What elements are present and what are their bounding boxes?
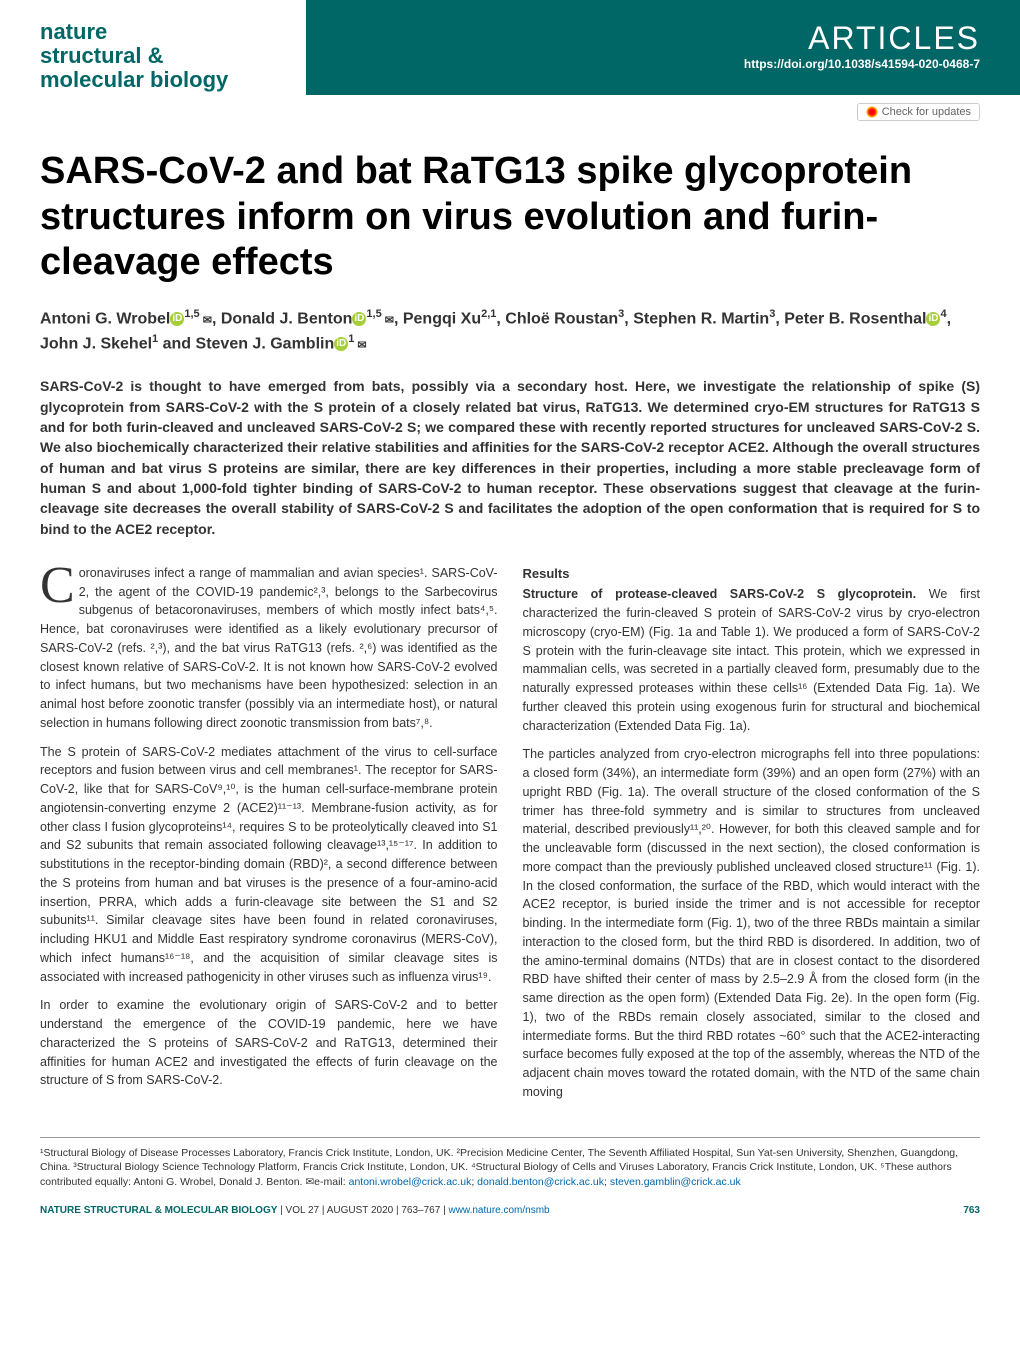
body-columns: Coronaviruses infect a range of mammalia…: [40, 564, 980, 1112]
check-updates-icon: [866, 106, 878, 118]
footer-journal: NATURE STRUCTURAL & MOLECULAR BIOLOGY: [40, 1205, 277, 1216]
author-affil: 1,5: [366, 308, 381, 320]
abstract: SARS-CoV-2 is thought to have emerged fr…: [40, 376, 980, 538]
author-name: Donald J. Benton: [221, 310, 353, 327]
envelope-icon: ✉: [200, 314, 212, 326]
author-name: Chloë Roustan: [505, 310, 618, 327]
body-paragraph: In order to examine the evolutionary ori…: [40, 996, 498, 1090]
body-paragraph: Coronaviruses infect a range of mammalia…: [40, 564, 498, 733]
author-name: Stephen R. Martin: [633, 310, 769, 327]
footer-left: NATURE STRUCTURAL & MOLECULAR BIOLOGY | …: [40, 1205, 550, 1216]
email-link[interactable]: steven.gamblin@crick.ac.uk: [610, 1176, 741, 1188]
header-bar: nature structural & molecular biology AR…: [0, 0, 1020, 95]
email-link[interactable]: antoni.wrobel@crick.ac.uk: [349, 1176, 472, 1188]
right-column: Results Structure of protease-cleaved SA…: [523, 564, 981, 1112]
author-affil: 4: [940, 308, 946, 320]
envelope-icon: ✉: [354, 339, 366, 351]
body-text: We first characterized the furin-cleaved…: [523, 587, 981, 732]
email-link[interactable]: donald.benton@crick.ac.uk: [477, 1176, 604, 1188]
author-name: Antoni G. Wrobel: [40, 310, 170, 327]
author-affil: 3: [618, 308, 624, 320]
results-heading: Results: [523, 564, 981, 584]
author-name: John J. Skehel: [40, 335, 152, 352]
author-affil: 2,1: [481, 308, 496, 320]
body-paragraph: The particles analyzed from cryo-electro…: [523, 745, 981, 1101]
orcid-icon[interactable]: iD: [352, 312, 366, 326]
author-affil: 1,5: [184, 308, 199, 320]
envelope-icon: ✉: [382, 314, 394, 326]
footer-url[interactable]: www.nature.com/nsmb: [448, 1205, 549, 1216]
author-affil: 1: [152, 333, 158, 345]
body-paragraph: Structure of protease-cleaved SARS-CoV-2…: [523, 585, 981, 735]
dropcap: C: [40, 564, 79, 608]
article-title: SARS-CoV-2 and bat RaTG13 spike glycopro…: [40, 149, 980, 286]
body-text: oronaviruses infect a range of mammalian…: [40, 566, 498, 730]
footer-issue: | VOL 27 | AUGUST 2020 | 763–767 |: [277, 1205, 448, 1216]
doi-link[interactable]: https://doi.org/10.1038/s41594-020-0468-…: [744, 57, 980, 71]
authors-list: Antoni G. WrobeliD1,5 ✉, Donald J. Bento…: [40, 306, 980, 357]
orcid-icon[interactable]: iD: [334, 337, 348, 351]
check-updates-label: Check for updates: [882, 106, 971, 118]
body-paragraph: The S protein of SARS-CoV-2 mediates att…: [40, 743, 498, 987]
header-right: ARTICLES https://doi.org/10.1038/s41594-…: [744, 20, 980, 71]
author-name: Pengqi Xu: [403, 310, 481, 327]
check-updates-badge[interactable]: Check for updates: [857, 103, 980, 121]
author-name: Steven J. Gamblin: [196, 335, 335, 352]
author-affil: 3: [769, 308, 775, 320]
articles-label: ARTICLES: [744, 20, 980, 57]
author-name: Peter B. Rosenthal: [784, 310, 926, 327]
journal-name: nature structural & molecular biology: [40, 20, 228, 93]
footer-bar: NATURE STRUCTURAL & MOLECULAR BIOLOGY | …: [0, 1190, 1020, 1231]
left-column: Coronaviruses infect a range of mammalia…: [40, 564, 498, 1112]
orcid-icon[interactable]: iD: [926, 312, 940, 326]
content: SARS-CoV-2 and bat RaTG13 spike glycopro…: [0, 149, 1020, 1190]
orcid-icon[interactable]: iD: [170, 312, 184, 326]
page-number: 763: [963, 1205, 980, 1216]
affiliations: ¹Structural Biology of Disease Processes…: [40, 1137, 980, 1190]
run-in-heading: Structure of protease-cleaved SARS-CoV-2…: [523, 587, 917, 601]
check-updates-row: Check for updates: [0, 95, 1020, 129]
